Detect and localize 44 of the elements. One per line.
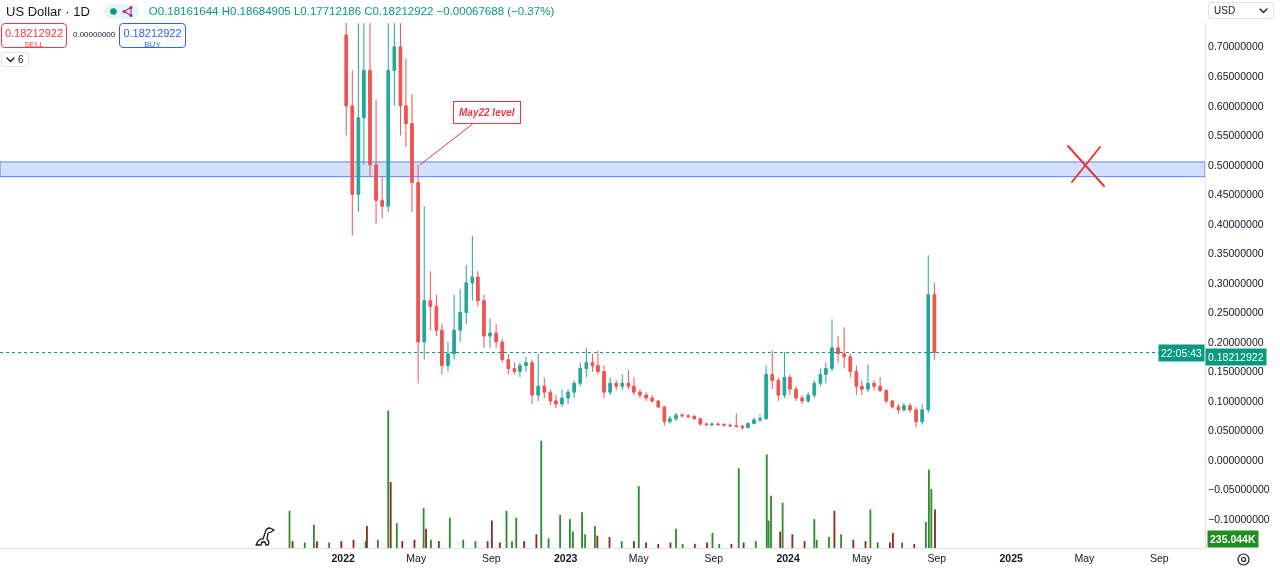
y-tick-label: 0.60000000 <box>1208 99 1264 112</box>
y-tick-label: 0.20000000 <box>1208 335 1264 348</box>
annotation: BUY <box>143 40 162 49</box>
x-tick-label: Sep <box>927 551 947 564</box>
y-tick-label: −0.05000000 <box>1208 483 1270 496</box>
y-tick-label: 0.25000000 <box>1208 306 1264 319</box>
x-tick-label: Sep <box>704 551 724 564</box>
x-tick-label: May <box>851 551 873 564</box>
x-tick-label: 2022 <box>331 551 355 564</box>
interval-dropdown: 6 <box>1 52 29 67</box>
y-tick-label: 0.40000000 <box>1208 217 1264 230</box>
x-tick-label: 2023 <box>553 551 578 564</box>
x-tick-label: Sep <box>1149 551 1169 564</box>
y-tick-label: 0.70000000 <box>1208 40 1264 53</box>
annotation: 0.18212922 <box>122 27 183 39</box>
x-tick-label: 2024 <box>776 551 800 564</box>
x-tick-label: May <box>1074 551 1095 564</box>
y-tick-label: 0.55000000 <box>1208 129 1264 142</box>
y-tick-label: 0.05000000 <box>1208 424 1264 437</box>
y-tick-label: 0.10000000 <box>1208 394 1264 407</box>
chart-title: US Dollar · 1D <box>6 3 90 19</box>
x-tick-label: May <box>628 551 650 564</box>
ref-line-label: 0.18212922 <box>1208 351 1264 363</box>
x-tick-label: Sep <box>481 551 501 564</box>
sell-button: 0.18212922 SELL <box>1 23 67 48</box>
y-tick-label: 0.15000000 <box>1208 365 1264 378</box>
y-tick-label: 0.45000000 <box>1208 188 1264 201</box>
annotation: SELL <box>23 40 45 49</box>
y-tick-label: 0.50000000 <box>1208 158 1264 171</box>
annotation: 0.00000000 <box>73 30 116 39</box>
annotation: 0.18212922 <box>3 27 65 39</box>
annotation: 6 <box>18 54 24 65</box>
y-tick-label: −0.10000000 <box>1208 512 1270 525</box>
y-tick-label: 0.30000000 <box>1208 276 1264 289</box>
y-tick-label: 0.35000000 <box>1208 247 1264 260</box>
y-tick-label: 0.00000000 <box>1208 453 1264 466</box>
buy-button: 0.18212922 BUY <box>119 23 186 48</box>
x-tick-label: May <box>406 551 427 564</box>
x-tick-label: 2025 <box>999 551 1024 564</box>
currency-dropdown: USD <box>1208 2 1274 19</box>
annotation: 22:05:43 <box>1161 347 1203 359</box>
y-tick-label: 0.65000000 <box>1208 69 1264 82</box>
annotation: May22 level <box>459 107 515 118</box>
chart-subtitle: O0.18161644 H0.18684905 L0.17712186 C0.18212922 −0.00067688 (−0.37%) <box>148 5 555 17</box>
